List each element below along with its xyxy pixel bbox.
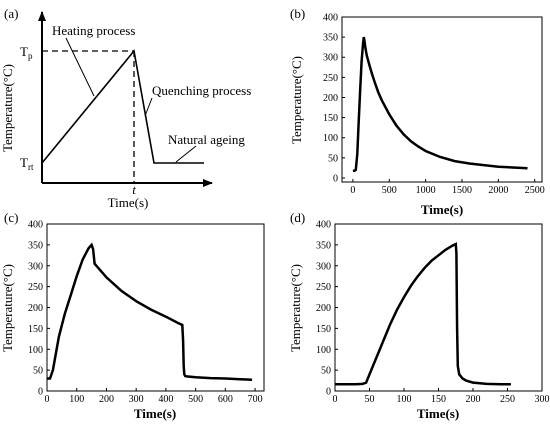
panel-d: (d) 0 50 100 150 200 250 300 0 50 100 150 200 250 300… (288, 210, 550, 421)
panel-label-b: (b) (290, 6, 305, 21)
ageing-pointer (175, 145, 197, 163)
x-tick-label: 2000 (488, 185, 508, 196)
y-tick-label: 150 (323, 113, 338, 124)
x-tick-label: 0 (45, 394, 50, 405)
y-tick-label: 350 (28, 240, 43, 251)
panel-a: (a) Tp Trt t Time(s) Temperature(°C) Hea… (0, 6, 251, 210)
plot-frame-c (46, 223, 265, 392)
x-tick-label: 1000 (416, 185, 436, 196)
y-tick-label: 350 (316, 240, 331, 251)
x-tick-label: 50 (365, 394, 375, 405)
x-tick-label: 2500 (525, 185, 545, 196)
x-tick-label: 150 (431, 394, 446, 405)
y-tick-label: 400 (323, 13, 338, 24)
y-tick-label: 400 (28, 220, 43, 231)
x-tick-label: 0 (350, 185, 355, 196)
x-tick-label: 600 (218, 394, 233, 405)
y-tick-label: 250 (316, 282, 331, 293)
y-tick-label: 250 (323, 73, 338, 84)
y-tick-label: 350 (323, 33, 338, 44)
y-tick-label: 300 (323, 53, 338, 64)
x-tick-label: 500 (188, 394, 203, 405)
y-tick-label: 300 (316, 261, 331, 272)
schematic-curve (41, 49, 204, 164)
annotation-quenching: Quenching process (152, 83, 251, 98)
ticks-c: 0 100 200 300 400 500 600 700 0 50 100 150 200 250 300… (28, 220, 263, 406)
series-line-b (352, 36, 528, 172)
y-tick-label: 0 (326, 387, 331, 398)
y-tick-tp-base: T (20, 44, 28, 59)
x-tick-label: 1500 (452, 185, 472, 196)
y-tick-label: 200 (316, 303, 331, 314)
heating-pointer (65, 37, 95, 97)
y-axis-title-a: Temperature(°C) (0, 64, 15, 152)
x-tick-label: 100 (69, 394, 84, 405)
panel-label-a: (a) (4, 6, 18, 21)
y-tick-label: 200 (323, 93, 338, 104)
x-tick-label: 400 (158, 394, 173, 405)
panel-c: (c) 0 100 200 300 400 500 600 700 0 50 100 150 200 25… (0, 210, 265, 421)
y-axis-title-d: Temperature(°C) (288, 264, 303, 352)
series-line-d (335, 242, 511, 386)
y-tick-label: 100 (316, 345, 331, 356)
y-tick-label: 250 (28, 282, 43, 293)
plot-frame-d (334, 223, 543, 392)
panel-b: (b) 0 500 1000 1500 2000 2500 0 50 100 150 200 250 3… (289, 6, 545, 217)
y-tick-trt-base: T (20, 155, 28, 170)
y-tick-tp-sub: p (28, 51, 33, 61)
y-tick-label: 150 (28, 324, 43, 335)
y-tick-label: 300 (28, 261, 43, 272)
x-tick-label: 250 (500, 394, 515, 405)
x-tick-label: 500 (382, 185, 397, 196)
annotation-ageing: Natural ageing (168, 132, 245, 147)
ticks-d: 0 50 100 150 200 250 300 0 50 100 150 200 250 300 350 4… (316, 220, 550, 406)
y-tick-label: 0 (333, 173, 338, 184)
y-tick-label: 150 (316, 324, 331, 335)
x-tick-label: 0 (333, 394, 338, 405)
x-tick-label: 200 (466, 394, 481, 405)
y-tick-tp: Tp (20, 44, 33, 61)
x-axis-title-c: Time(s) (134, 406, 176, 421)
plot-frame-b (341, 16, 543, 183)
x-tick-label: 700 (248, 394, 263, 405)
y-tick-trt: Trt (20, 155, 34, 172)
y-tick-label: 50 (33, 366, 43, 377)
ticks-b: 0 500 1000 1500 2000 2500 0 50 100 150 200 250 300 35… (323, 13, 545, 197)
y-axis-title-c: Temperature(°C) (0, 264, 15, 352)
x-tick-label: 100 (397, 394, 412, 405)
y-tick-label: 100 (28, 345, 43, 356)
y-tick-label: 400 (316, 220, 331, 231)
x-tick-label: 300 (535, 394, 550, 405)
y-tick-label: 50 (321, 366, 331, 377)
annotation-heating: Heating process (52, 23, 135, 38)
y-tick-label: 50 (328, 153, 338, 164)
x-tick-label: 200 (99, 394, 114, 405)
quenching-pointer (144, 97, 153, 117)
y-tick-label: 200 (28, 303, 43, 314)
x-tick-t: t (132, 182, 136, 197)
x-axis-title-a: Time(s) (108, 195, 149, 210)
y-tick-label: 100 (323, 133, 338, 144)
panel-label-c: (c) (4, 210, 18, 225)
series-line-c (47, 242, 253, 381)
x-tick-label: 300 (129, 394, 144, 405)
y-tick-label: 0 (38, 387, 43, 398)
panel-label-d: (d) (290, 210, 305, 225)
x-axis-title-b: Time(s) (421, 202, 463, 217)
y-tick-trt-sub: rt (28, 162, 34, 172)
y-axis-title-b: Temperature(°C) (289, 56, 304, 144)
x-axis-title-d: Time(s) (417, 406, 459, 421)
